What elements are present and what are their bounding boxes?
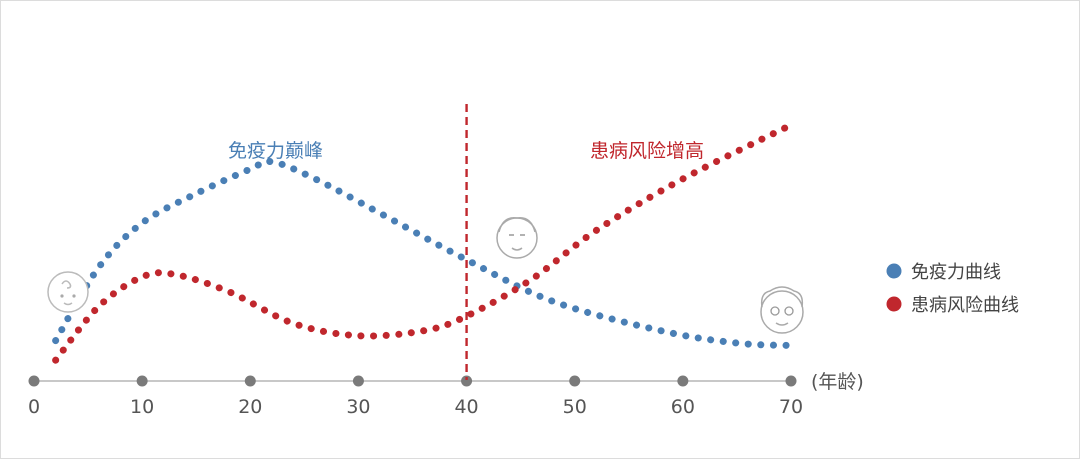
x-tick-label: 10 bbox=[130, 396, 154, 418]
x-tick-marker bbox=[244, 375, 256, 387]
x-tick-marker bbox=[569, 375, 581, 387]
x-tick-label: 70 bbox=[779, 396, 803, 418]
annotation-risk-increase: 患病风险增高 bbox=[590, 140, 704, 162]
x-tick-marker bbox=[461, 375, 473, 387]
x-tick-label: 40 bbox=[454, 396, 478, 418]
x-tick-label: 0 bbox=[28, 396, 40, 418]
x-tick-marker bbox=[785, 375, 797, 387]
x-axis-ticks: 0 10 20 30 40 50 60 70 bbox=[28, 375, 803, 418]
adult-face-icon bbox=[496, 217, 538, 259]
x-tick-label: 30 bbox=[346, 396, 370, 418]
legend-label-immunity: 免疫力曲线 bbox=[911, 262, 1001, 283]
legend-marker-immunity bbox=[886, 263, 902, 279]
legend: 免疫力曲线 患病风险曲线 bbox=[886, 262, 1019, 316]
x-tick-label: 50 bbox=[563, 396, 587, 418]
x-tick-marker bbox=[677, 375, 689, 387]
annotation-immunity-peak: 免疫力巅峰 bbox=[228, 140, 323, 162]
x-tick-label: 20 bbox=[238, 396, 262, 418]
legend-label-risk: 患病风险曲线 bbox=[911, 295, 1019, 316]
series-line-risk bbox=[52, 121, 795, 364]
x-tick-marker bbox=[136, 375, 148, 387]
elderly-face-icon bbox=[760, 286, 804, 334]
series-group bbox=[52, 121, 795, 364]
x-tick-marker bbox=[352, 375, 364, 387]
x-tick-marker bbox=[28, 375, 40, 387]
series-line-immunity bbox=[52, 157, 795, 349]
legend-marker-risk bbox=[886, 296, 902, 312]
x-axis-unit-label: (年龄) bbox=[811, 371, 864, 393]
baby-face-icon bbox=[47, 271, 89, 313]
x-tick-label: 60 bbox=[671, 396, 695, 418]
